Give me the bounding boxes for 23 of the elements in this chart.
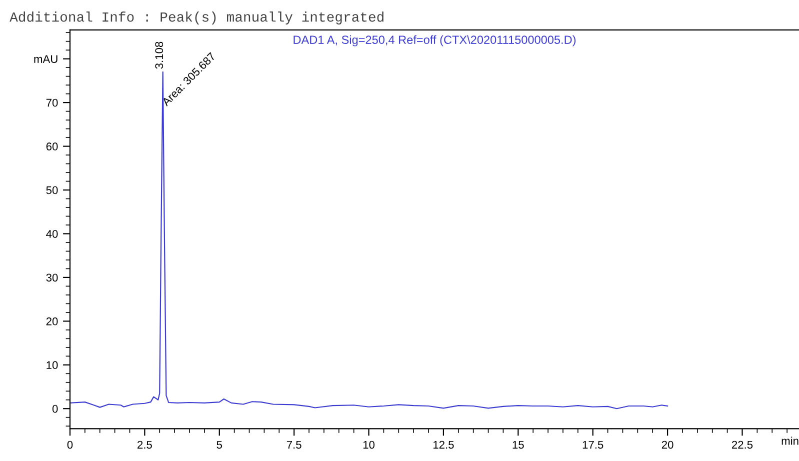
y-tick-label: 50 xyxy=(46,186,58,194)
x-tick-label: 17.5 xyxy=(582,440,604,449)
x-tick-label: 0 xyxy=(67,440,73,449)
y-tick-label: 10 xyxy=(46,361,58,370)
x-tick-label: 22.5 xyxy=(732,440,753,449)
annotation: 3.108 xyxy=(155,42,164,69)
x-tick-label: 10 xyxy=(363,440,375,449)
y-tick-label: mAU xyxy=(34,55,58,63)
y-tick-label: 30 xyxy=(46,274,58,282)
x-tick-label: 7.5 xyxy=(286,440,302,449)
y-tick-label: 70 xyxy=(46,98,58,107)
x-tick-label: 15 xyxy=(512,440,524,449)
x-tick-label: 20 xyxy=(662,440,674,449)
y-tick-label: 0 xyxy=(52,404,58,413)
y-tick-label: 40 xyxy=(46,230,58,238)
x-tick-label: 5 xyxy=(216,440,222,449)
chart-subtitle: Additional Info : Peak(s) manually integrated xyxy=(10,12,384,24)
y-tick-label: 60 xyxy=(46,142,58,150)
chart-title: DAD1 A, Sig=250,4 Ref=off (CTX\20201115000005.D) xyxy=(294,35,576,46)
x-tick-label: 2.5 xyxy=(138,440,152,449)
y-tick-label: 20 xyxy=(46,317,58,326)
x-axis-title: min xyxy=(782,436,798,445)
x-tick-label: 12.5 xyxy=(433,440,454,449)
